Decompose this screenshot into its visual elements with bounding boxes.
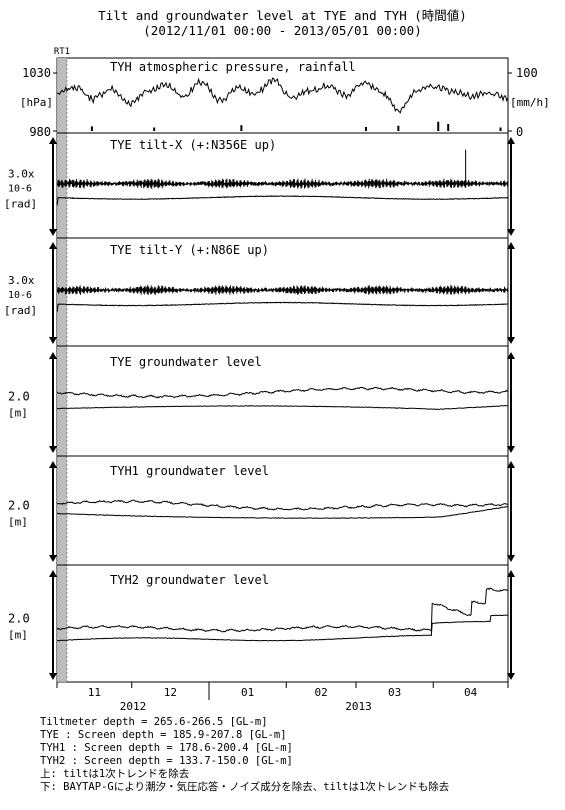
note-tiltmeter-depth: Tiltmeter depth = 265.6-266.5 [GL-m] (40, 716, 268, 728)
rt1-band (56, 57, 68, 683)
scale-arrow-left-4-head-up (49, 461, 57, 468)
unit-label-1: [rad] (4, 198, 37, 211)
panel-title-3: TYE groundwater level (110, 355, 262, 369)
rain-bar (437, 121, 440, 131)
upper-trace-5 (56, 587, 509, 633)
scale-arrow-left-1-head-down (49, 229, 57, 236)
scale-arrow-right-3-head-down (507, 446, 515, 453)
rain-bar (447, 124, 450, 131)
upper-trace-4 (56, 499, 508, 511)
rain-bar (499, 127, 502, 131)
pressure-tick-label: 1030 (22, 66, 51, 80)
month-label: 02 (314, 686, 327, 699)
pressure-unit: [hPa] (20, 96, 53, 109)
panel-title-1: TYE tilt-X (+:N356E up) (110, 138, 276, 152)
rain-tick-label: 0 (516, 125, 523, 139)
scale-arrow-left-5-head-down (49, 673, 57, 680)
unit-label-5: [m] (8, 629, 28, 642)
note-lower-trace: 下: BAYTAP-Gにより潮汐・気圧応答・ノイズ成分を除去、tiltは1次トレ… (40, 781, 450, 793)
scale-arrow-right-3-head-up (507, 352, 515, 359)
scale-arrow-left-3-head-down (49, 446, 57, 453)
rain-tick-label: 100 (516, 66, 538, 80)
rain-bar (240, 125, 243, 131)
year-label: 2012 (120, 700, 147, 713)
month-label: 04 (464, 686, 478, 699)
panel-title-pressure: TYH atmospheric pressure, rainfall (110, 60, 356, 74)
rain-unit: [mm/h] (510, 96, 550, 109)
scale-arrow-right-5-head-down (507, 673, 515, 680)
scale-label-1: 3.0x (8, 168, 35, 181)
scale-label-5: 2.0 (8, 612, 30, 626)
raw-trace-1 (56, 178, 509, 189)
scale-arrow-left-3-head-up (49, 352, 57, 359)
raw-trace-2 (56, 284, 509, 296)
note-tyh2-screen-depth: TYH2 : Screen depth = 133.7-150.0 [GL-m] (40, 755, 293, 767)
chart-title: Tilt and groundwater level at TYE and TY… (98, 8, 467, 23)
corrected-trace-2 (56, 301, 509, 313)
scale-arrow-left-2-head-down (49, 337, 57, 344)
scale-exp-1: 10-6 (8, 184, 32, 195)
scale-arrow-left-1-head-up (49, 137, 57, 144)
year-label: 2013 (345, 700, 372, 713)
lower-trace-3 (56, 404, 509, 411)
corrected-trace-1 (56, 195, 509, 206)
upper-trace-3 (56, 386, 509, 399)
rain-bar (153, 127, 156, 131)
scale-arrow-left-2-head-up (49, 242, 57, 249)
note-tyh1-screen-depth: TYH1 : Screen depth = 178.6-200.4 [GL-m] (40, 742, 293, 754)
unit-label-4: [m] (8, 516, 28, 529)
scale-arrow-right-2-head-up (507, 242, 515, 249)
scale-label-2: 3.0x (8, 274, 35, 287)
chart-subtitle: (2012/11/01 00:00 - 2013/05/01 00:00) (143, 23, 422, 38)
rain-bar (90, 126, 93, 131)
scale-label-4: 2.0 (8, 499, 30, 513)
lower-trace-4 (56, 505, 509, 519)
panel-title-5: TYH2 groundwater level (110, 573, 269, 587)
scale-arrow-right-1-head-down (507, 229, 515, 236)
pressure-line (56, 77, 509, 114)
rt1-label: RT1 (54, 47, 70, 57)
pressure-tick-label: 980 (29, 125, 51, 139)
scale-arrow-left-4-head-down (49, 555, 57, 562)
lower-trace-5 (56, 614, 509, 642)
unit-label-2: [rad] (4, 304, 37, 317)
month-label: 12 (164, 686, 177, 699)
unit-label-3: [m] (8, 407, 28, 420)
scale-arrow-left-5-head-up (49, 570, 57, 577)
scale-arrow-right-1-head-up (507, 137, 515, 144)
month-label: 01 (241, 686, 254, 699)
note-upper-trace: 上: tiltは1次トレンドを除去 (40, 768, 190, 780)
note-tye-screen-depth: TYE : Screen depth = 185.9-207.8 [GL-m] (40, 729, 287, 741)
panel-title-2: TYE tilt-Y (+:N86E up) (110, 243, 269, 257)
scale-label-3: 2.0 (8, 390, 30, 404)
scale-arrow-right-2-head-down (507, 337, 515, 344)
scale-arrow-right-4-head-up (507, 461, 515, 468)
panel-title-4: TYH1 groundwater level (110, 464, 269, 478)
rain-bar (364, 126, 367, 131)
scale-exp-2: 10-6 (8, 290, 32, 301)
rain-bar (397, 125, 400, 131)
month-label: 11 (88, 686, 101, 699)
scale-arrow-right-5-head-up (507, 570, 515, 577)
month-label: 03 (388, 686, 401, 699)
scale-arrow-right-4-head-down (507, 555, 515, 562)
